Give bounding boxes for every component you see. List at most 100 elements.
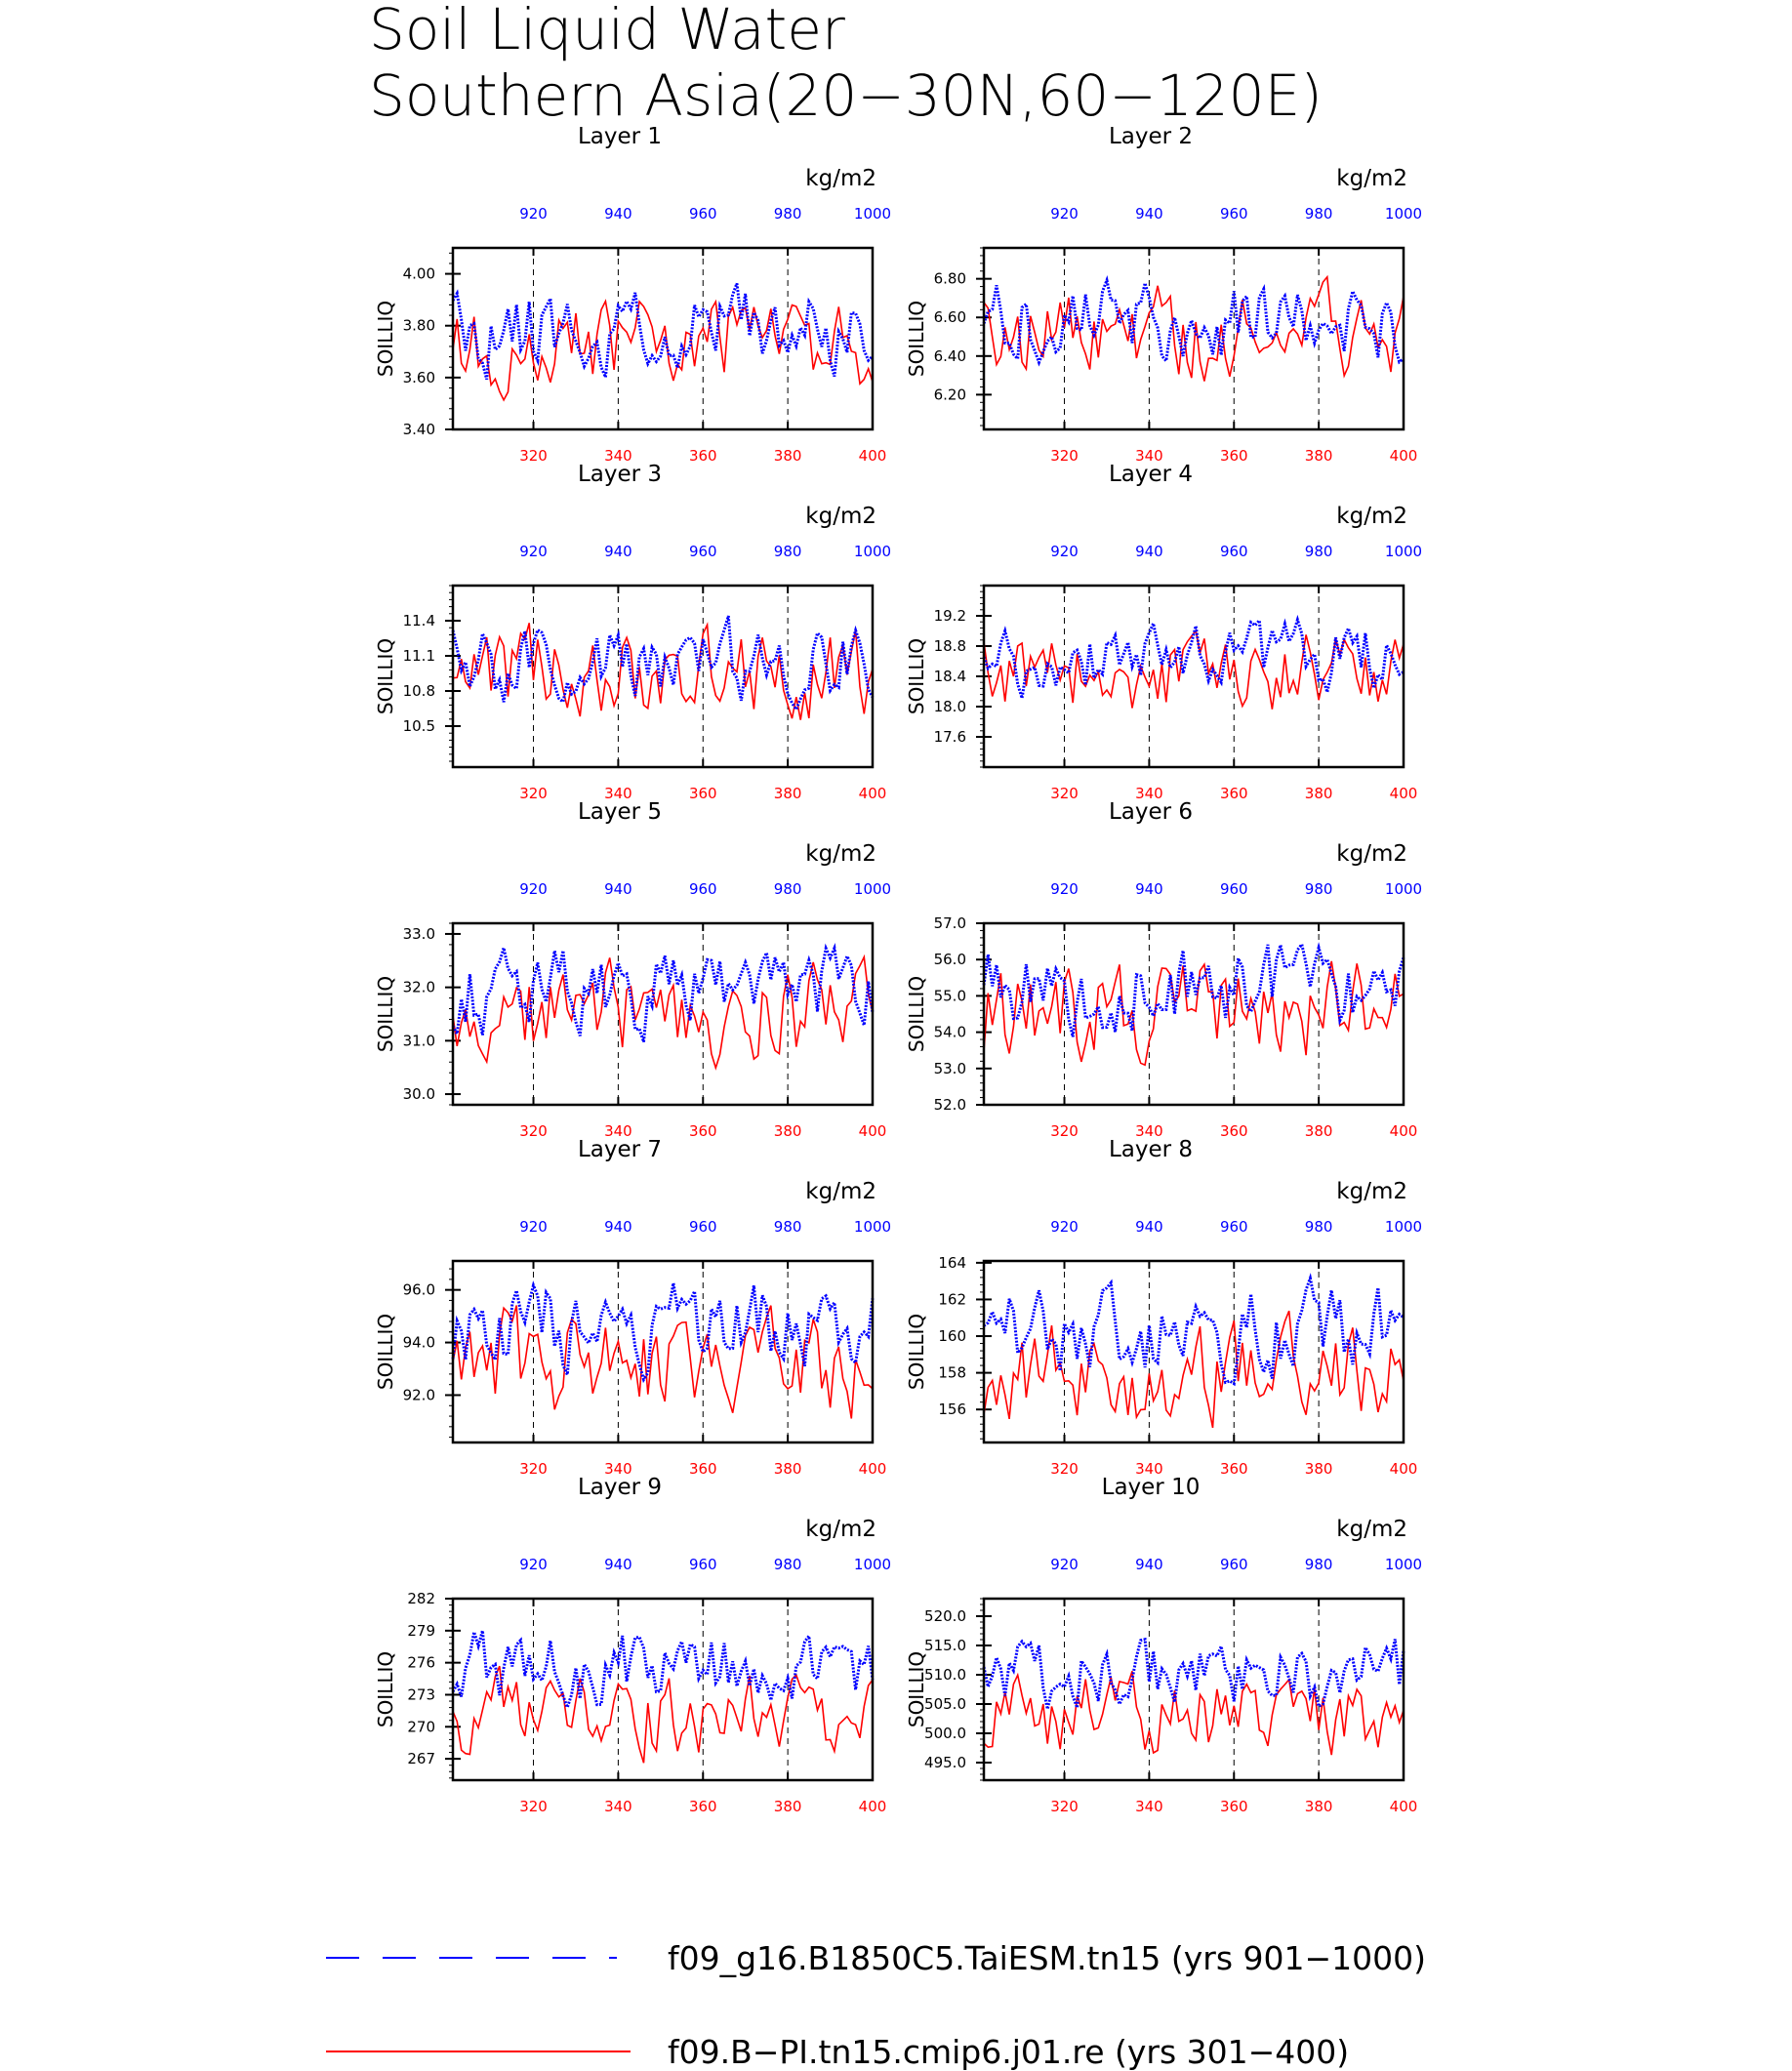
x-top-tick-label: 960	[1220, 880, 1248, 898]
x-bottom-tick-label: 400	[1390, 785, 1418, 802]
y-tick-label: 10.5	[403, 717, 435, 735]
x-bottom-tick-label: 360	[689, 447, 717, 465]
panel-layer-7: Layer 7 kg/m2 SOILLIQ 920 940 960 980 1000 320 34…	[374, 1137, 891, 1478]
x-top-tick-label: 920	[519, 1218, 548, 1236]
y-tick-label: 11.4	[403, 612, 435, 629]
y-tick-label: 55.0	[934, 987, 966, 1004]
plot-frame	[982, 584, 1405, 769]
x-bottom-tick-label: 400	[859, 447, 887, 465]
units-label: kg/m2	[1336, 841, 1407, 867]
x-top-tick-label: 920	[1050, 1218, 1079, 1236]
y-axis-label: SOILLIQ	[905, 976, 928, 1052]
x-bottom-tick-label: 360	[689, 785, 717, 802]
panel-title: Layer 2	[1109, 124, 1193, 149]
panels: Layer 1 kg/m2 SOILLIQ 920 940 960 980 1000 320 34…	[374, 124, 1422, 1815]
x-bottom-tick-label: 400	[1390, 447, 1418, 465]
x-top-tick-label: 920	[519, 543, 548, 560]
x-bottom-tick-label: 360	[1220, 447, 1248, 465]
x-bottom-tick-label: 320	[1050, 785, 1079, 802]
x-top-tick-label: 980	[774, 880, 802, 898]
x-bottom-tick-label: 380	[1305, 1122, 1333, 1140]
x-bottom-tick-label: 340	[604, 1460, 632, 1478]
legend: f09_g16.B1850C5.TaiESM.tn15 (yrs 901−100…	[326, 1939, 1426, 2071]
plot-frame	[982, 1597, 1405, 1782]
y-tick-label: 520.0	[924, 1607, 966, 1625]
y-tick-label: 96.0	[403, 1281, 435, 1299]
y-tick-label: 6.20	[934, 386, 966, 403]
units-label: kg/m2	[805, 1179, 876, 1204]
x-bottom-tick-label: 320	[1050, 1798, 1079, 1815]
panel-layer-3: Layer 3 kg/m2 SOILLIQ 920 940 960 980 1000 320 34…	[374, 462, 891, 802]
x-top-tick-label: 980	[774, 1556, 802, 1573]
x-top-tick-label: 980	[774, 1218, 802, 1236]
x-bottom-tick-label: 320	[1050, 1460, 1079, 1478]
x-top-tick-label: 960	[689, 205, 717, 223]
x-top-tick-label: 940	[1135, 1556, 1163, 1573]
series-line-blue	[983, 1273, 1405, 1387]
panel-layer-5: Layer 5 kg/m2 SOILLIQ 920 940 960 980 1000 320 34…	[374, 799, 891, 1140]
y-tick-label: 273	[407, 1685, 435, 1703]
x-top-tick-label: 940	[604, 205, 632, 223]
y-tick-label: 17.6	[934, 728, 966, 746]
x-bottom-tick-label: 380	[1305, 1460, 1333, 1478]
x-bottom-tick-label: 320	[1050, 1122, 1079, 1140]
panel-title: Layer 9	[578, 1475, 662, 1500]
panel-title: Layer 7	[578, 1137, 662, 1162]
x-top-tick-label: 1000	[854, 543, 891, 560]
x-bottom-tick-label: 340	[604, 447, 632, 465]
y-tick-label: 92.0	[403, 1386, 435, 1403]
x-bottom-tick-label: 360	[689, 1122, 717, 1140]
panel-layer-2: Layer 2 kg/m2 SOILLIQ 920 940 960 980 1000 320 34…	[905, 124, 1422, 465]
y-axis-label: SOILLIQ	[905, 1651, 928, 1727]
x-top-tick-label: 940	[604, 543, 632, 560]
plot-frame	[451, 584, 875, 769]
x-bottom-tick-label: 360	[1220, 1460, 1248, 1478]
y-tick-label: 6.40	[934, 347, 966, 365]
y-tick-label: 94.0	[403, 1334, 435, 1352]
series-line-blue	[451, 282, 875, 381]
x-bottom-tick-label: 360	[689, 1798, 717, 1815]
y-tick-label: 495.0	[924, 1754, 966, 1771]
x-top-tick-label: 1000	[1385, 543, 1422, 560]
y-tick-label: 162	[938, 1290, 966, 1308]
units-label: kg/m2	[1336, 1517, 1407, 1542]
x-bottom-tick-label: 340	[1135, 1460, 1163, 1478]
x-top-tick-label: 940	[1135, 1218, 1163, 1236]
y-tick-label: 6.60	[934, 308, 966, 326]
x-bottom-tick-label: 400	[859, 1798, 887, 1815]
y-tick-label: 4.00	[403, 265, 435, 283]
x-top-tick-label: 940	[1135, 880, 1163, 898]
panel-layer-1: Layer 1 kg/m2 SOILLIQ 920 940 960 980 1000 320 34…	[374, 124, 891, 465]
units-label: kg/m2	[1336, 1179, 1407, 1204]
plot-frame	[982, 921, 1405, 1107]
x-bottom-tick-label: 340	[1135, 1122, 1163, 1140]
y-axis-label: SOILLIQ	[905, 1314, 928, 1390]
y-tick-label: 164	[938, 1254, 966, 1272]
x-bottom-tick-label: 360	[1220, 1122, 1248, 1140]
plot-frame	[451, 921, 875, 1107]
x-top-tick-label: 920	[1050, 1556, 1079, 1573]
series-line-red	[452, 954, 874, 1071]
x-bottom-tick-label: 400	[1390, 1122, 1418, 1140]
x-top-tick-label: 1000	[1385, 205, 1422, 223]
x-bottom-tick-label: 340	[1135, 785, 1163, 802]
units-label: kg/m2	[805, 841, 876, 867]
x-top-tick-label: 960	[1220, 205, 1248, 223]
series-line-blue	[982, 941, 1405, 1037]
panel-title: Layer 4	[1109, 462, 1193, 487]
x-bottom-tick-label: 400	[1390, 1798, 1418, 1815]
y-tick-label: 57.0	[934, 914, 966, 932]
y-tick-label: 3.60	[403, 369, 435, 386]
series-line-red	[983, 1671, 1405, 1756]
series-line-red	[452, 1665, 874, 1764]
y-tick-label: 18.0	[934, 698, 966, 715]
x-top-tick-label: 940	[604, 880, 632, 898]
y-tick-label: 33.0	[403, 925, 435, 943]
y-tick-label: 160	[938, 1327, 966, 1345]
x-top-tick-label: 1000	[854, 205, 891, 223]
x-top-tick-label: 1000	[854, 1218, 891, 1236]
units-label: kg/m2	[805, 504, 876, 529]
y-axis-label: SOILLIQ	[374, 1314, 397, 1390]
y-axis-label: SOILLIQ	[374, 1651, 397, 1727]
y-tick-label: 18.4	[934, 668, 966, 685]
